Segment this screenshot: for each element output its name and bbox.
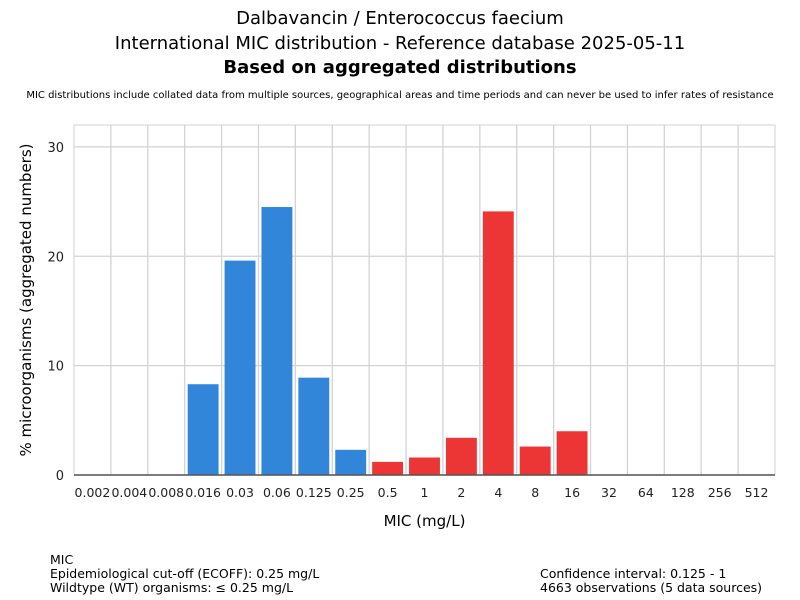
x-tick-label: 0.06 <box>263 485 291 500</box>
bar-0.25 <box>335 449 367 475</box>
x-tick-label: 0.002 <box>75 485 111 500</box>
bar-0.03 <box>224 260 256 475</box>
footer-confidence: Confidence interval: 0.125 - 1 <box>540 566 727 581</box>
footer-mic: MIC <box>50 552 74 567</box>
bar-0.5 <box>372 461 404 475</box>
y-tick-label: 0 <box>56 469 64 484</box>
footer-right: Confidence interval: 0.125 - 1 4663 obse… <box>540 567 762 595</box>
bar-4 <box>482 211 514 475</box>
y-tick-label: 30 <box>47 141 64 156</box>
x-tick-label: 1 <box>421 485 429 500</box>
bar-16 <box>556 431 588 475</box>
chart-subtitle-bold: Based on aggregated distributions <box>223 57 577 78</box>
x-axis-label: MIC (mg/L) <box>384 512 466 530</box>
bar-2 <box>445 437 477 475</box>
footer-ecoff: Epidemiological cut-off (ECOFF): 0.25 mg… <box>50 566 320 581</box>
x-tick-label: 64 <box>638 485 654 500</box>
bar-8 <box>519 446 551 475</box>
plot-area <box>73 124 776 476</box>
footer-left: MIC Epidemiological cut-off (ECOFF): 0.2… <box>50 553 319 595</box>
x-tick-label: 0.25 <box>337 485 365 500</box>
chart-note: MIC distributions include collated data … <box>26 90 774 101</box>
x-tick-label: 512 <box>745 485 769 500</box>
footer-observations: 4663 observations (5 data sources) <box>540 580 763 595</box>
bar-0.016 <box>187 384 219 475</box>
y-tick-label: 20 <box>47 250 64 265</box>
x-tick-label: 128 <box>671 485 695 500</box>
bar-0.06 <box>261 207 293 475</box>
x-tick-label: 0.125 <box>296 485 332 500</box>
x-tick-label: 0.016 <box>185 485 221 500</box>
x-tick-label: 8 <box>531 485 539 500</box>
y-axis-label: % microorganisms (aggregated numbers) <box>17 143 35 456</box>
x-tick-label: 0.5 <box>378 485 398 500</box>
y-tick-label: 10 <box>47 360 64 375</box>
chart-subtitle: International MIC distribution - Referen… <box>114 33 686 54</box>
x-tick-label: 32 <box>601 485 617 500</box>
x-tick-label: 0.004 <box>111 485 147 500</box>
bar-1 <box>409 457 440 475</box>
x-tick-label: 0.03 <box>226 485 254 500</box>
x-tick-label: 16 <box>564 485 580 500</box>
x-tick-label: 4 <box>494 485 502 500</box>
footer-wildtype: Wildtype (WT) organisms: ≤ 0.25 mg/L <box>50 580 294 595</box>
x-tick-label: 2 <box>457 485 465 500</box>
chart-title: Dalbavancin / Enterococcus faecium <box>236 8 564 29</box>
x-tick-label: 0.008 <box>148 485 184 500</box>
x-tick-label: 256 <box>708 485 732 500</box>
bar-0.125 <box>298 377 330 475</box>
